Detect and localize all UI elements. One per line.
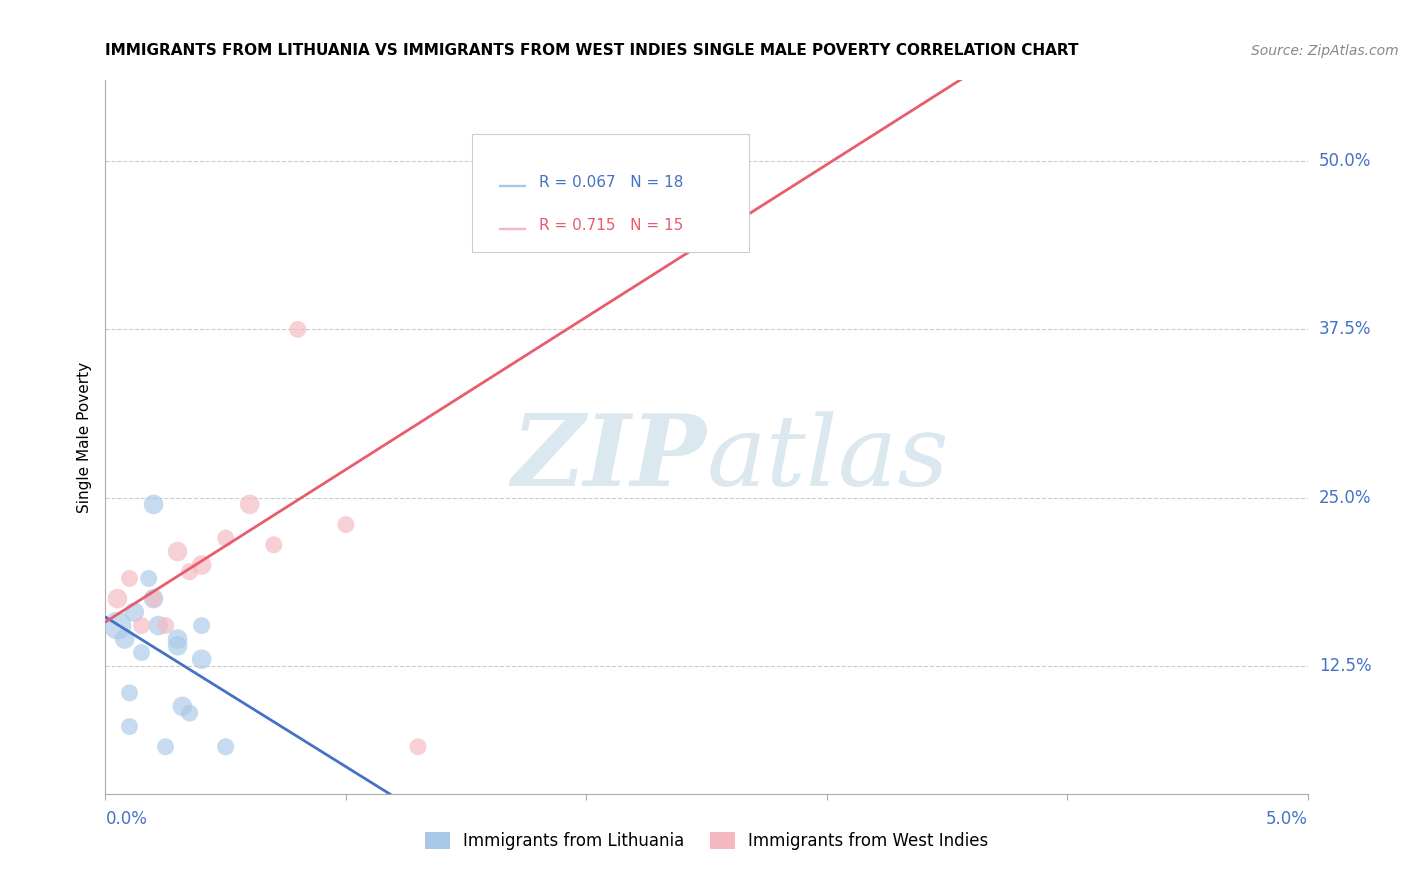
Point <box>190 652 212 666</box>
Point <box>166 544 188 558</box>
Point <box>172 699 194 714</box>
Point <box>142 497 165 511</box>
Point <box>142 591 165 606</box>
Point <box>124 605 146 619</box>
Point <box>239 497 262 511</box>
Text: atlas: atlas <box>707 411 949 506</box>
Text: R = 0.715   N = 15: R = 0.715 N = 15 <box>540 218 683 233</box>
Point <box>118 571 141 585</box>
Point <box>138 571 160 585</box>
Point <box>479 154 502 169</box>
Text: 25.0%: 25.0% <box>1319 489 1371 507</box>
Point <box>214 531 236 545</box>
Point <box>131 618 153 632</box>
Point <box>190 558 212 572</box>
Y-axis label: Single Male Poverty: Single Male Poverty <box>76 361 91 513</box>
Text: 12.5%: 12.5% <box>1319 657 1371 675</box>
Point <box>118 686 141 700</box>
Point <box>155 739 177 754</box>
Text: Source: ZipAtlas.com: Source: ZipAtlas.com <box>1251 44 1399 58</box>
Text: IMMIGRANTS FROM LITHUANIA VS IMMIGRANTS FROM WEST INDIES SINGLE MALE POVERTY COR: IMMIGRANTS FROM LITHUANIA VS IMMIGRANTS … <box>105 43 1078 58</box>
Point <box>406 739 429 754</box>
Point <box>190 618 212 632</box>
Text: ZIP: ZIP <box>512 410 707 507</box>
Text: 37.5%: 37.5% <box>1319 320 1371 338</box>
Text: 50.0%: 50.0% <box>1319 152 1371 170</box>
Point <box>166 632 188 646</box>
Point <box>155 618 177 632</box>
Text: 0.0%: 0.0% <box>105 811 148 829</box>
Point <box>166 639 188 653</box>
Point <box>114 632 136 646</box>
Text: 5.0%: 5.0% <box>1265 811 1308 829</box>
Point <box>142 591 165 606</box>
Point <box>179 706 201 720</box>
Point <box>287 322 309 336</box>
Point <box>118 720 141 734</box>
Point <box>148 618 170 632</box>
Point <box>214 739 236 754</box>
Point <box>335 517 357 532</box>
Point <box>263 538 285 552</box>
Point <box>107 618 129 632</box>
Text: R = 0.067   N = 18: R = 0.067 N = 18 <box>540 175 683 190</box>
Legend: Immigrants from Lithuania, Immigrants from West Indies: Immigrants from Lithuania, Immigrants fr… <box>418 825 995 857</box>
FancyBboxPatch shape <box>472 134 748 252</box>
Point <box>107 591 129 606</box>
Point <box>179 565 201 579</box>
Point <box>131 646 153 660</box>
